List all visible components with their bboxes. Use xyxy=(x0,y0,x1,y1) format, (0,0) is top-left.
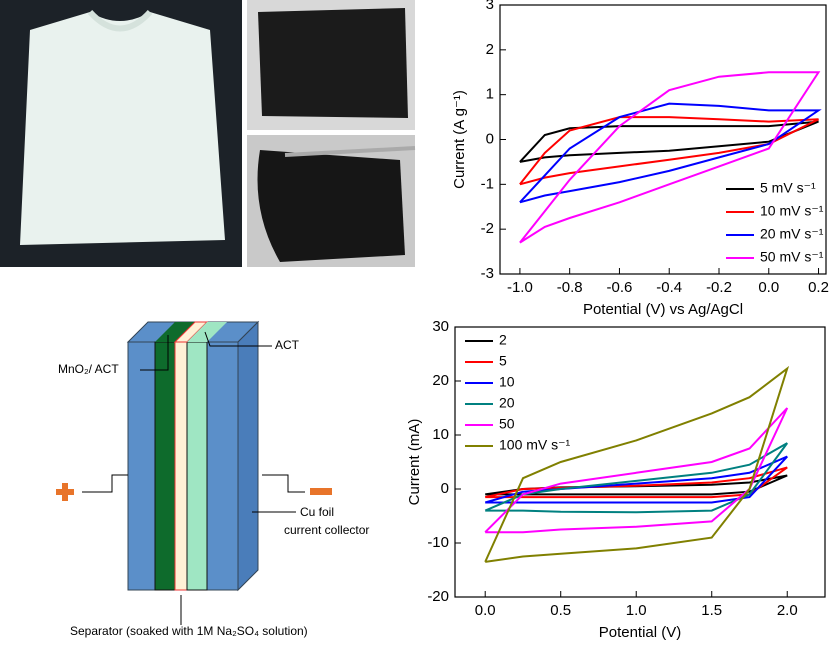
tshirt-photo xyxy=(0,0,242,267)
y-tick-label: 10 xyxy=(432,426,449,443)
legend-label: 5 mV s⁻¹ xyxy=(760,180,816,196)
legend-label: 50 xyxy=(499,416,515,432)
y-tick-label: 3 xyxy=(486,0,494,13)
legend-label: 5 xyxy=(499,353,507,369)
legend-label: 20 mV s⁻¹ xyxy=(760,226,824,242)
y-tick-label: 1 xyxy=(486,86,494,103)
cell-diagram: MnO₂/ ACT ACT Cu foil current collector … xyxy=(56,320,369,638)
x-tick-label: 0.2 xyxy=(808,279,829,296)
cv-curve xyxy=(519,102,822,204)
x-tick-label: 0.0 xyxy=(758,279,779,296)
y-tick-label: 0 xyxy=(486,130,494,147)
x-tick-label: -1.0 xyxy=(507,279,533,296)
y-tick-label: 0 xyxy=(441,480,449,497)
x-tick-label: -0.4 xyxy=(656,279,682,296)
y-tick-label: 20 xyxy=(432,372,449,389)
fabric-photo xyxy=(247,0,415,130)
x-axis-label: Potential (V) xyxy=(599,624,682,641)
x-tick-label: 0.0 xyxy=(475,602,496,619)
y-axis-label: Current (A g⁻¹) xyxy=(451,90,468,189)
x-tick-label: 2.0 xyxy=(777,602,798,619)
diagram-label: MnO₂/ ACT xyxy=(58,362,119,376)
diagram-label: current collector xyxy=(284,523,369,537)
cv-curve xyxy=(519,120,819,163)
y-tick-label: -10 xyxy=(427,534,449,551)
y-tick-label: -1 xyxy=(481,175,494,192)
x-tick-label: 1.5 xyxy=(701,602,722,619)
x-tick-label: 1.0 xyxy=(626,602,647,619)
legend-label: 50 mV s⁻¹ xyxy=(760,249,824,265)
plot-frame xyxy=(454,326,826,598)
fabric-bent-photo xyxy=(247,135,416,267)
legend-label: 2 xyxy=(499,332,507,348)
cv-curve xyxy=(519,116,819,186)
diagram-label: ACT xyxy=(275,338,300,352)
x-tick-label: -0.6 xyxy=(607,279,633,296)
cv-curve xyxy=(484,407,789,534)
x-tick-label: -0.8 xyxy=(557,279,583,296)
y-tick-label: -2 xyxy=(481,220,494,237)
cv-curve xyxy=(484,442,789,514)
legend-label: 10 mV s⁻¹ xyxy=(760,203,824,219)
cv-curve xyxy=(484,466,788,499)
cv-curve xyxy=(519,71,821,244)
y-tick-label: -20 xyxy=(427,588,449,605)
legend-label: 20 xyxy=(499,395,515,411)
y-tick-label: -3 xyxy=(481,265,494,282)
diagram-label: Separator (soaked with 1M Na₂SO₄ solutio… xyxy=(70,624,308,638)
legend-label: 10 xyxy=(499,374,515,390)
legend-label: 100 mV s⁻¹ xyxy=(499,437,571,453)
y-axis-label: Current (mA) xyxy=(406,419,423,506)
y-tick-label: 30 xyxy=(432,318,449,335)
x-tick-label: -0.2 xyxy=(706,279,732,296)
diagram-label: Cu foil xyxy=(300,505,334,519)
cv-curve xyxy=(484,365,790,563)
y-tick-label: 2 xyxy=(486,41,494,58)
x-tick-label: 0.5 xyxy=(550,602,571,619)
x-axis-label: Potential (V) vs Ag/AgCl xyxy=(583,301,743,318)
